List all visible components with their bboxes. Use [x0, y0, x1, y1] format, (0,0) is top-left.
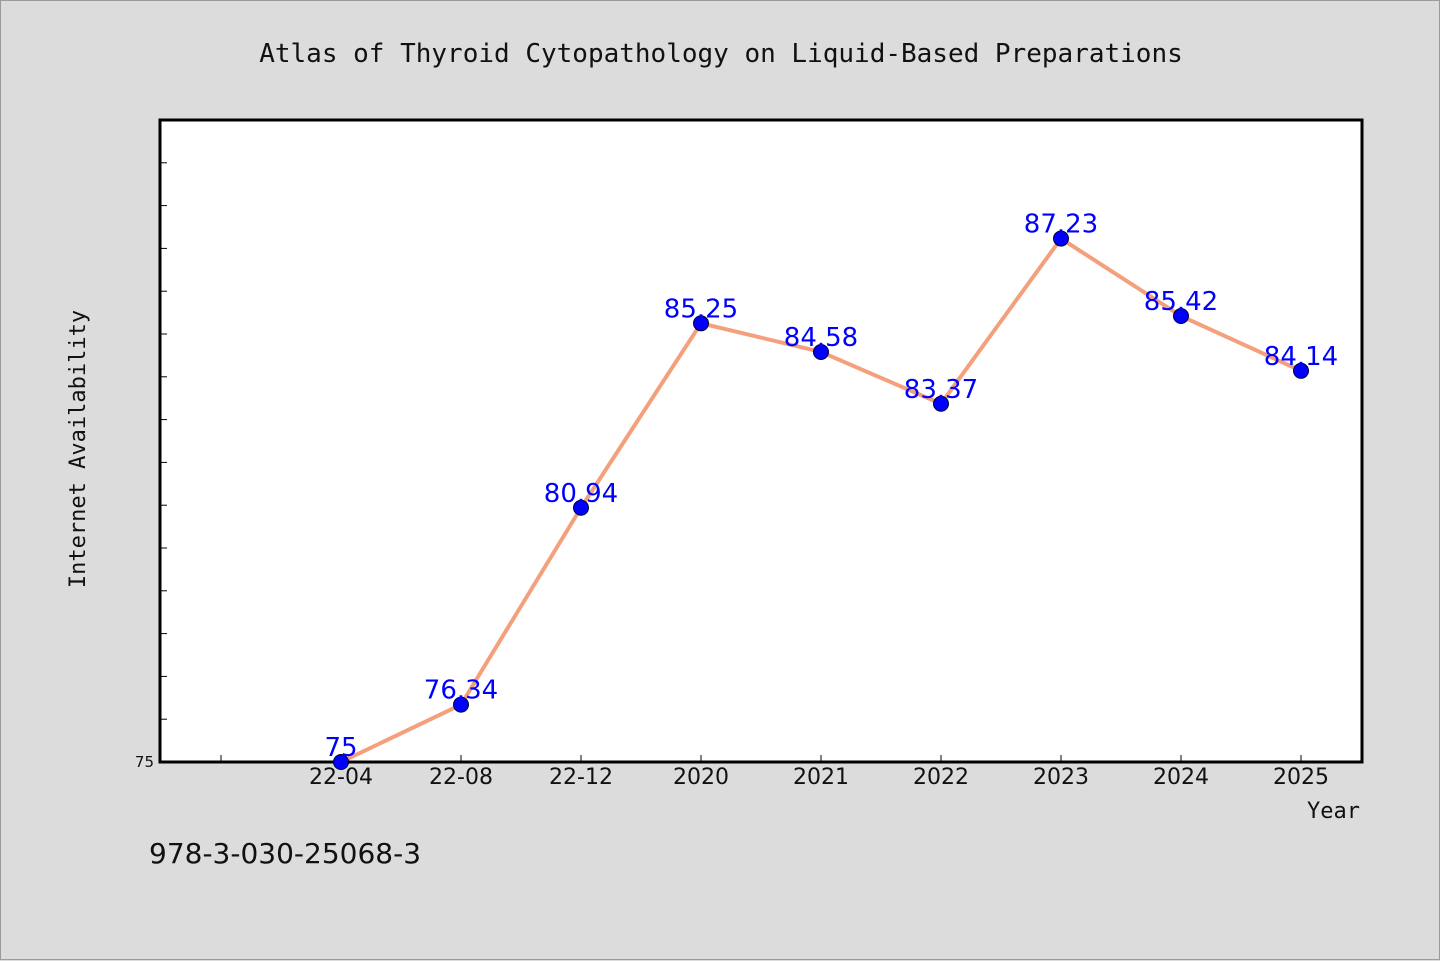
data-label: 85.42 — [1144, 287, 1218, 317]
y-tick-label: 75 — [135, 753, 154, 771]
y-axis-tick-labels: 75 — [135, 753, 154, 771]
x-tick-label: 2025 — [1273, 765, 1329, 790]
data-point — [933, 395, 949, 412]
data-markers — [333, 230, 1309, 770]
data-point — [1293, 362, 1309, 379]
x-tick-label: 2023 — [1033, 765, 1089, 790]
data-point — [1173, 308, 1189, 325]
data-label: 85.25 — [664, 294, 738, 324]
y-axis-label: Internet Availability — [66, 310, 91, 588]
isbn-text: 978-3-030-25068-3 — [149, 837, 421, 870]
plot-area — [158, 118, 1364, 764]
data-label: 76.34 — [424, 676, 498, 706]
x-axis-label: Year — [1307, 799, 1360, 824]
x-tick-label: 2021 — [793, 765, 849, 790]
data-labels: 75 76.34 80.94 85.25 84.58 83.37 87.23 85.42 84.… — [324, 210, 1338, 763]
x-tick-label: 22-08 — [429, 765, 493, 790]
data-point — [693, 315, 709, 332]
data-label: 83.37 — [904, 375, 978, 405]
data-label: 87.23 — [1024, 210, 1098, 240]
data-point — [333, 754, 349, 770]
data-label: 84.14 — [1264, 342, 1338, 372]
data-point — [813, 343, 829, 360]
x-tick-label: 22-12 — [549, 765, 613, 790]
x-axis-tick-labels: 22-04 22-08 22-12 2020 2021 2022 2023 2024 2025 — [309, 765, 1329, 790]
data-point — [1053, 230, 1069, 247]
x-axis-ticks — [220, 755, 1302, 762]
x-tick-label: 2022 — [913, 765, 969, 790]
data-point — [573, 499, 589, 516]
data-label: 75 — [324, 733, 357, 763]
x-tick-label: 2020 — [673, 765, 729, 790]
x-tick-label: 2024 — [1153, 765, 1209, 790]
data-label: 80.94 — [544, 479, 618, 509]
data-point — [453, 696, 469, 713]
chart-title: Atlas of Thyroid Cytopathology on Liquid… — [259, 39, 1183, 69]
y-axis-ticks — [160, 162, 167, 720]
data-label: 84.58 — [784, 323, 858, 353]
